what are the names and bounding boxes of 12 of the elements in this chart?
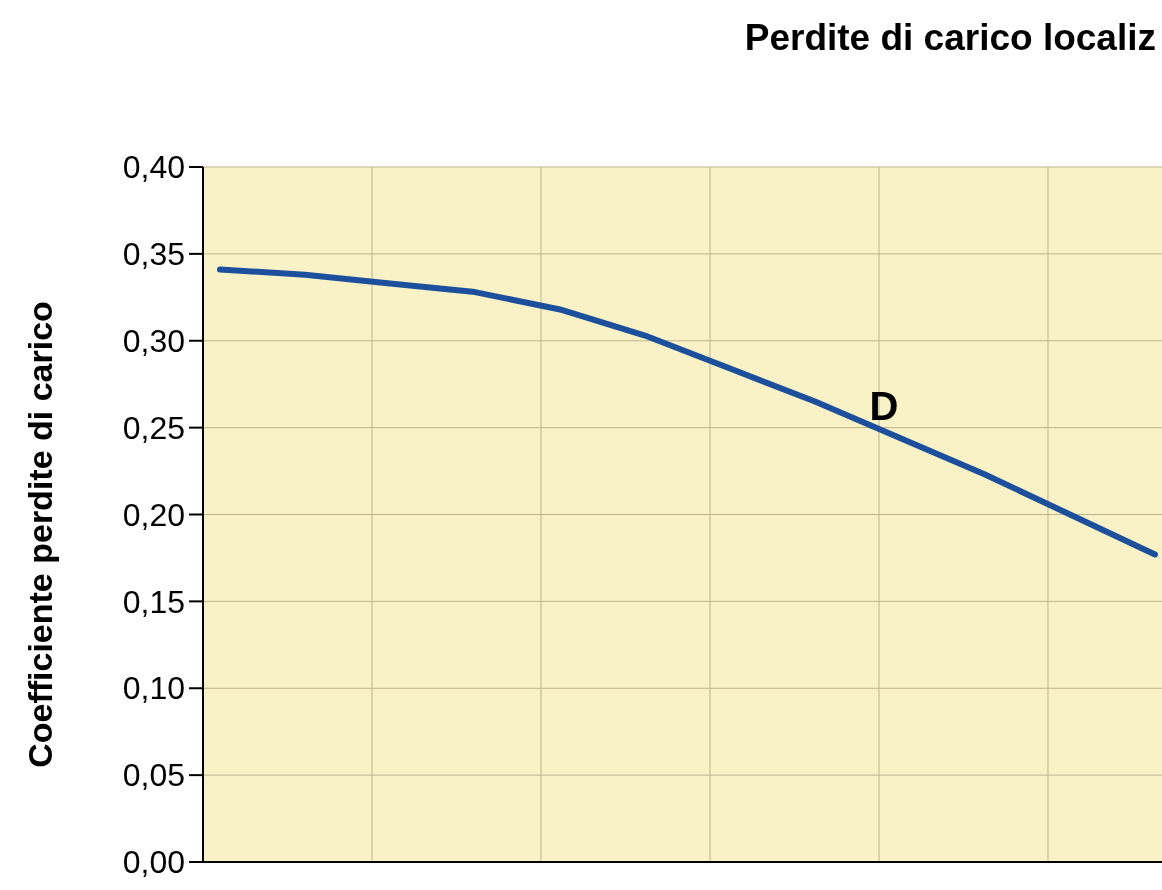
y-tick-label: 0,00 <box>122 844 185 881</box>
y-tick-label: 0,40 <box>122 149 185 186</box>
y-tick-label: 0,30 <box>122 322 185 359</box>
y-tick-label: 0,25 <box>122 409 185 446</box>
chart-title: Perdite di carico localiz <box>744 17 1156 58</box>
y-axis-title: Coefficiente perdite di carico <box>21 301 59 768</box>
y-tick-label: 0,20 <box>122 496 185 533</box>
y-tick-label: 0,35 <box>122 236 185 273</box>
y-tick-label: 0,05 <box>122 757 185 794</box>
annotation: D <box>869 384 899 428</box>
y-tick-label: 0,15 <box>122 583 185 620</box>
y-tick-label: 0,10 <box>122 670 185 707</box>
